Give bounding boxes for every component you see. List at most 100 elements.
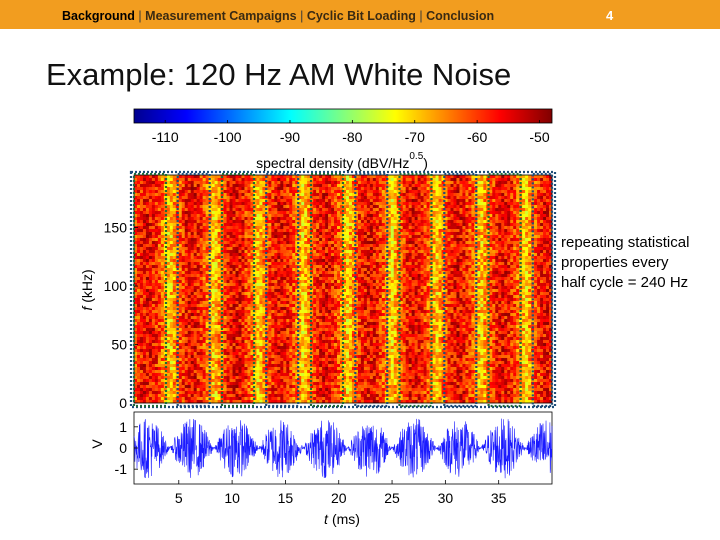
spectrogram-cell <box>151 364 156 368</box>
spectrogram-cell <box>298 184 302 188</box>
spectrogram-cell <box>184 394 189 398</box>
spectrogram-cell <box>268 286 272 290</box>
spectrogram-cell <box>316 295 320 299</box>
spectrogram-cell <box>250 271 254 275</box>
spectrogram-cell <box>271 256 275 260</box>
spectrogram-cell <box>193 223 197 227</box>
spectrogram-cell <box>238 232 242 236</box>
spectrogram-cell <box>271 184 275 188</box>
spectrogram-cell <box>226 244 230 248</box>
spectrogram-cell <box>160 370 165 374</box>
spectrogram-cell <box>271 382 275 386</box>
breadcrumb-item-conclusion[interactable]: Conclusion <box>426 9 495 23</box>
spectrogram-cell <box>196 259 200 263</box>
spectrogram-cell <box>250 229 254 233</box>
spectrogram-cell <box>307 340 311 344</box>
spectrogram-cell <box>151 253 156 257</box>
spectrogram-cell <box>172 205 177 209</box>
spectrogram-cell <box>196 175 200 179</box>
spectrogram-cell <box>325 286 329 290</box>
spectrogram-cell <box>178 301 183 305</box>
spectrogram-cell <box>295 367 299 371</box>
spectrogram-cell <box>148 349 153 353</box>
spectrogram-cell <box>289 271 293 275</box>
spectrogram-cell <box>202 307 206 311</box>
spectrogram-cell <box>154 175 159 179</box>
spectrogram-cell <box>181 181 186 185</box>
spectrogram-cell <box>274 400 278 404</box>
spectrogram-cell <box>145 214 150 218</box>
spectrogram-cell <box>283 358 287 362</box>
spectrogram-cell <box>205 385 209 389</box>
spectrogram-cell <box>148 397 153 401</box>
spectrogram-cell <box>172 313 177 317</box>
spectrogram-cell <box>283 193 287 197</box>
spectrogram-cell <box>193 379 197 383</box>
spectrogram-cell <box>256 370 260 374</box>
spectrogram-cell <box>286 298 290 302</box>
spectrogram-cell <box>229 280 233 284</box>
spectrogram-cell <box>292 373 296 377</box>
spectrogram-cell <box>298 220 302 224</box>
spectrogram-cell <box>223 214 227 218</box>
spectrogram-cell <box>259 319 263 323</box>
spectrogram-cell <box>211 211 215 215</box>
spectrogram-cell <box>247 310 251 314</box>
spectrogram-cell <box>259 286 263 290</box>
spectrogram-cell <box>142 364 147 368</box>
spectrogram-cell <box>181 175 186 179</box>
spectrogram-cell <box>238 283 242 287</box>
spectrogram-cell <box>145 178 150 182</box>
spectrogram-cell <box>307 304 311 308</box>
spectrogram-cell <box>247 337 251 341</box>
spectrogram-cell <box>259 268 263 272</box>
spectrogram-cell <box>289 187 293 191</box>
spectrogram-cell <box>145 244 150 248</box>
spectrogram-cell <box>190 385 195 389</box>
spectrogram-cell <box>256 217 260 221</box>
spectrogram-cell <box>310 193 314 197</box>
spectrogram-cell <box>151 208 156 212</box>
spectrogram-cell <box>322 388 326 392</box>
spectrogram-cell <box>178 193 183 197</box>
spectrogram-cell <box>325 394 329 398</box>
spectrogram-cell <box>214 175 218 179</box>
spectrogram-cell <box>145 193 150 197</box>
spectrogram-cell <box>151 247 156 251</box>
spectrogram-cell <box>214 292 218 296</box>
spectrogram-cell <box>202 313 206 317</box>
spectrogram-cell <box>139 358 144 362</box>
spectrogram-cell <box>292 364 296 368</box>
spectrogram-cell <box>295 175 299 179</box>
spectrogram-cell <box>154 346 159 350</box>
spectrogram-cell <box>298 340 302 344</box>
spectrogram-cell <box>148 316 153 320</box>
spectrogram-cell <box>172 385 177 389</box>
spectrogram-cell <box>190 298 195 302</box>
spectrogram-cell <box>178 247 183 251</box>
spectrogram-cell <box>172 262 177 266</box>
spectrogram-cell <box>205 301 209 305</box>
spectrogram-cell <box>202 382 206 386</box>
spectrogram-cell <box>271 385 275 389</box>
spectrogram-cell <box>268 289 272 293</box>
breadcrumb-item-measurement[interactable]: Measurement Campaigns <box>145 9 297 23</box>
spectrogram-cell <box>244 301 248 305</box>
spectrogram-cell <box>316 325 320 329</box>
breadcrumb-item-cyclic[interactable]: Cyclic Bit Loading <box>306 9 416 23</box>
spectrogram-cell <box>223 316 227 320</box>
spectrogram-cell <box>271 352 275 356</box>
spectrogram-cell <box>151 223 156 227</box>
spectrogram-cell <box>310 241 314 245</box>
spectrogram-cell <box>310 361 314 365</box>
spectrogram-cell <box>139 226 144 230</box>
spectrogram-cell <box>226 313 230 317</box>
spectrogram-cell <box>277 364 281 368</box>
spectrogram-cell <box>217 325 221 329</box>
spectrogram-cell <box>238 259 242 263</box>
breadcrumb-item-background[interactable]: Background <box>62 9 135 23</box>
spectrogram-cell <box>289 232 293 236</box>
spectrogram-cell <box>148 220 153 224</box>
spectrogram-cell <box>307 343 311 347</box>
spectrogram-cell <box>241 229 245 233</box>
